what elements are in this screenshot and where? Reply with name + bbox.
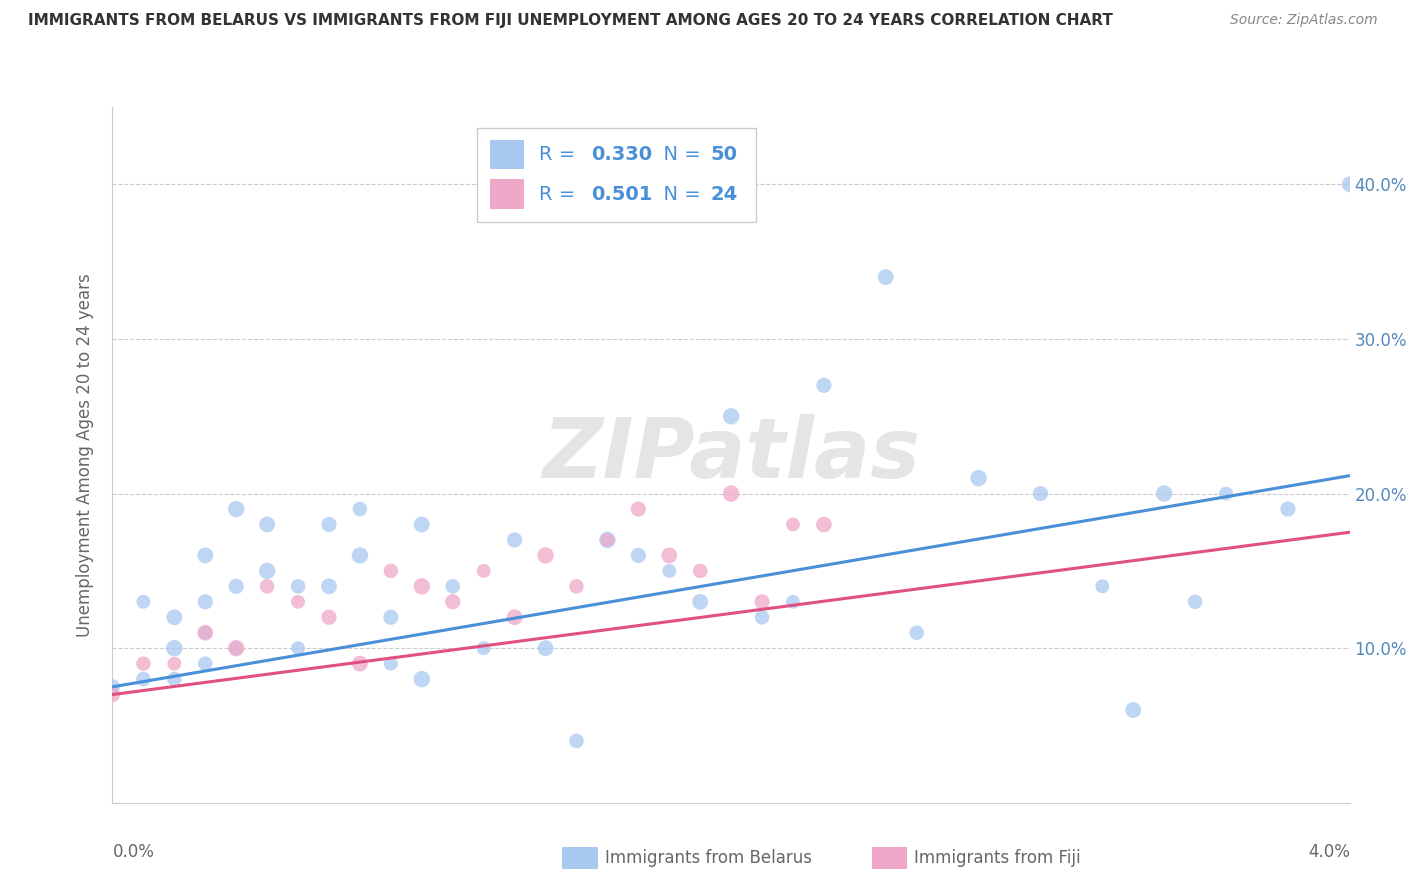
FancyBboxPatch shape [478,128,756,222]
Point [813,378,835,392]
Text: 0.0%: 0.0% [112,843,155,861]
Point [318,610,340,624]
Y-axis label: Unemployment Among Ages 20 to 24 years: Unemployment Among Ages 20 to 24 years [76,273,94,637]
Point [596,533,619,547]
Point [101,688,124,702]
Point [689,595,711,609]
Point [132,595,155,609]
Point [411,517,433,532]
Point [163,657,186,671]
Text: IMMIGRANTS FROM BELARUS VS IMMIGRANTS FROM FIJI UNEMPLOYMENT AMONG AGES 20 TO 24: IMMIGRANTS FROM BELARUS VS IMMIGRANTS FR… [28,13,1114,29]
Point [627,502,650,516]
Point [503,533,526,547]
Point [472,641,495,656]
Point [1369,703,1392,717]
Point [720,409,742,424]
Point [472,564,495,578]
Point [163,672,186,686]
Point [349,502,371,516]
FancyBboxPatch shape [489,140,524,169]
Point [194,549,217,563]
Text: N =: N = [651,185,707,203]
Point [194,625,217,640]
Point [287,595,309,609]
Point [1122,703,1144,717]
Point [534,549,557,563]
Point [194,657,217,671]
Point [349,549,371,563]
Text: R =: R = [540,185,582,203]
Point [658,549,681,563]
Point [565,734,588,748]
Point [225,579,247,593]
Point [720,486,742,500]
Text: 0.501: 0.501 [592,185,652,203]
Point [225,502,247,516]
Point [1029,486,1052,500]
Point [1153,486,1175,500]
Point [503,610,526,624]
Point [380,657,402,671]
Point [596,533,619,547]
Point [194,625,217,640]
Text: ZIPatlas: ZIPatlas [543,415,920,495]
Point [349,657,371,671]
Text: N =: N = [651,145,707,164]
FancyBboxPatch shape [489,179,524,209]
Text: Source: ZipAtlas.com: Source: ZipAtlas.com [1230,13,1378,28]
Point [782,517,804,532]
Point [1184,595,1206,609]
Point [132,672,155,686]
Point [658,564,681,578]
Point [194,595,217,609]
Point [534,641,557,656]
Text: R =: R = [540,145,582,164]
Point [1091,579,1114,593]
Point [565,579,588,593]
Text: 4.0%: 4.0% [1308,843,1350,861]
Point [287,641,309,656]
Point [751,610,773,624]
Point [875,270,897,285]
Point [411,672,433,686]
Point [813,517,835,532]
Point [132,657,155,671]
Text: 24: 24 [710,185,737,203]
Point [287,579,309,593]
Text: Immigrants from Fiji: Immigrants from Fiji [914,849,1081,867]
Point [411,579,433,593]
Point [1339,178,1361,192]
Point [256,579,278,593]
Point [163,610,186,624]
Point [441,595,464,609]
Point [256,517,278,532]
Point [967,471,990,485]
Text: 50: 50 [710,145,737,164]
Point [905,625,928,640]
Point [751,595,773,609]
Point [318,517,340,532]
Point [627,549,650,563]
Text: 0.330: 0.330 [592,145,652,164]
Point [256,564,278,578]
Point [318,579,340,593]
Point [441,579,464,593]
Point [101,680,124,694]
Point [163,641,186,656]
Point [1277,502,1299,516]
Point [1215,486,1237,500]
Point [380,610,402,624]
Point [782,595,804,609]
Point [380,564,402,578]
Text: Immigrants from Belarus: Immigrants from Belarus [605,849,811,867]
Point [225,641,247,656]
Point [689,564,711,578]
Point [225,641,247,656]
